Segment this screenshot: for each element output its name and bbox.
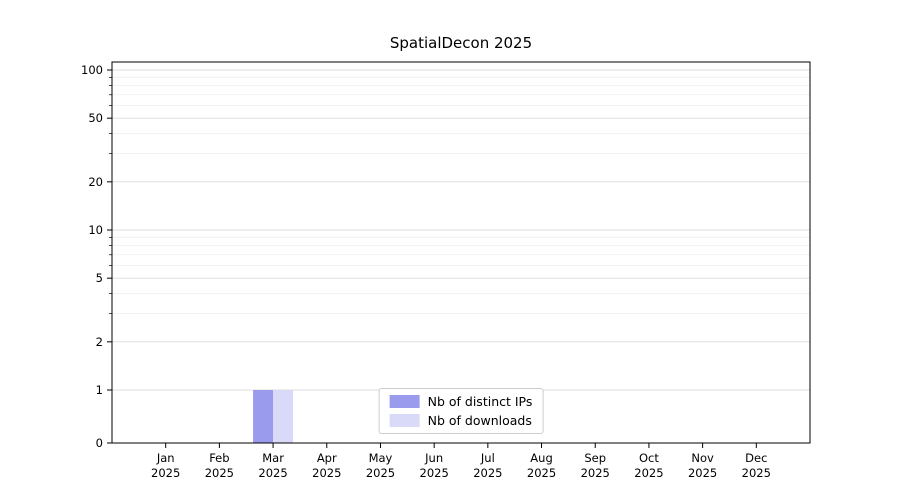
svg-text:Sep: Sep <box>584 451 606 465</box>
svg-text:10: 10 <box>88 223 103 237</box>
legend-item-downloads: Nb of downloads <box>389 413 533 428</box>
svg-text:Nov: Nov <box>691 451 714 465</box>
svg-text:0: 0 <box>96 436 103 450</box>
svg-text:Oct: Oct <box>639 451 659 465</box>
svg-text:2025: 2025 <box>581 466 610 480</box>
legend-swatch-downloads <box>389 414 420 427</box>
svg-text:2025: 2025 <box>420 466 449 480</box>
svg-text:20: 20 <box>88 175 103 189</box>
svg-text:50: 50 <box>88 111 103 125</box>
svg-text:2025: 2025 <box>688 466 717 480</box>
svg-text:100: 100 <box>81 63 103 77</box>
legend-label-distinct-ips: Nb of distinct IPs <box>427 394 533 409</box>
svg-text:Jul: Jul <box>480 451 495 465</box>
legend: Nb of distinct IPs Nb of downloads <box>378 388 544 434</box>
svg-text:2025: 2025 <box>473 466 502 480</box>
svg-text:2025: 2025 <box>151 466 180 480</box>
svg-text:2025: 2025 <box>742 466 771 480</box>
svg-text:2: 2 <box>96 335 103 349</box>
legend-label-downloads: Nb of downloads <box>427 413 532 428</box>
svg-text:Mar: Mar <box>262 451 284 465</box>
svg-text:Aug: Aug <box>530 451 552 465</box>
legend-swatch-distinct-ips <box>389 395 420 408</box>
svg-text:2025: 2025 <box>366 466 395 480</box>
svg-text:2025: 2025 <box>205 466 234 480</box>
svg-text:Apr: Apr <box>317 451 337 465</box>
svg-text:2025: 2025 <box>527 466 556 480</box>
legend-item-distinct-ips: Nb of distinct IPs <box>389 394 533 409</box>
svg-text:Jun: Jun <box>424 451 443 465</box>
svg-text:1: 1 <box>96 383 103 397</box>
svg-text:Jan: Jan <box>156 451 175 465</box>
svg-text:5: 5 <box>96 271 103 285</box>
svg-text:Feb: Feb <box>209 451 229 465</box>
svg-text:2025: 2025 <box>312 466 341 480</box>
svg-text:Dec: Dec <box>745 451 767 465</box>
chart-title: SpatialDecon 2025 <box>389 34 533 52</box>
svg-text:May: May <box>369 451 393 465</box>
svg-text:2025: 2025 <box>634 466 663 480</box>
svg-text:2025: 2025 <box>258 466 287 480</box>
